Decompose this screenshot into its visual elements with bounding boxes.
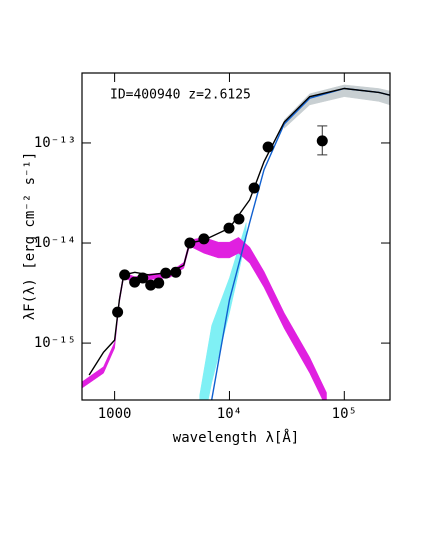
x-tick-label: 10⁴ [217, 406, 242, 422]
model-band [199, 222, 247, 400]
y-tick-label: 10⁻¹³ [34, 135, 76, 151]
data-point [184, 237, 196, 249]
y-tick-label: 10⁻¹⁴ [34, 235, 76, 251]
data-point [223, 222, 235, 234]
data-point [316, 135, 328, 147]
data-point [137, 272, 149, 284]
model-line [88, 87, 390, 376]
data-point [112, 306, 124, 318]
data-point [248, 182, 260, 194]
data-point [262, 141, 274, 153]
x-tick-label: 10⁵ [332, 406, 357, 422]
data-point [198, 233, 210, 245]
y-tick-label: 10⁻¹⁵ [34, 335, 76, 351]
data-point [119, 269, 131, 281]
data-point [153, 277, 165, 289]
plot-area [82, 84, 390, 400]
data-point [160, 267, 172, 279]
x-axis-label: wavelength λ[Å] [173, 429, 299, 446]
x-tick-label: 1000 [98, 406, 132, 422]
y-axis-label: λF(λ) [erg cm⁻² s⁻¹] [22, 152, 38, 321]
data-point [170, 266, 182, 278]
data-point [233, 213, 245, 225]
annotation: ID=400940 z=2.6125 [110, 88, 251, 103]
axes-frame [81, 72, 391, 401]
